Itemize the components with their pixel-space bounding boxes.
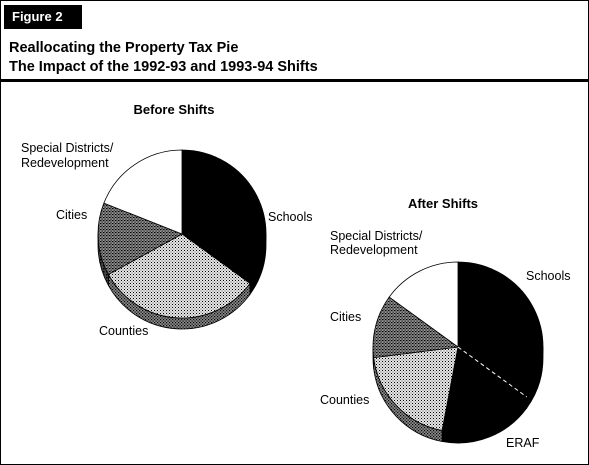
title-line-2: The Impact of the 1992-93 and 1993-94 Sh… [9,59,318,75]
pie-before-slice-cities [97,202,183,276]
pie-after-slice-counties [373,346,459,431]
pie-after-label-schools: Schools [526,269,570,283]
pie-before-label-cities: Cities [56,208,87,222]
pie-before-slice-counties [107,233,251,319]
pie-after [372,261,544,444]
pie-before-label-schools: Schools [268,210,312,224]
pie-after-label-eraf: ERAF [506,436,540,450]
pie-after-slice-divider [457,346,528,398]
title-line-1: Reallocating the Property Tax Pie [9,40,239,56]
pie-after-slice-eraf [441,346,528,433]
figure-title: Reallocating the Property Tax Pie The Im… [9,39,580,77]
pie-before-slice-schools [181,149,267,284]
pie-after-slice-schools [457,261,544,398]
pie-before [97,149,267,330]
pie-before-label-counties: Counties [99,324,148,338]
pie-before-label-special-line1: Special Districts/ [21,141,114,155]
pie-after-label-special-line1: Special Districts/ [330,229,423,243]
pie-after-title: After Shifts [408,196,478,211]
pie-after-slice-special-districts-redevelopment [388,261,459,348]
figure-label: Figure 2 [4,5,82,29]
title-rule [1,79,588,82]
pie-after-label-cities: Cities [330,310,361,324]
pie-after-label-counties: Counties [320,393,369,407]
pie-after-label-special-line2: Redevelopment [330,243,418,257]
pie-before-slice-special-districts-redevelopment [103,149,183,235]
pie-before-label-special-line2: Redevelopment [21,156,109,170]
pie-after-slice-cities [372,296,460,359]
pie-before-title: Before Shifts [134,102,215,117]
